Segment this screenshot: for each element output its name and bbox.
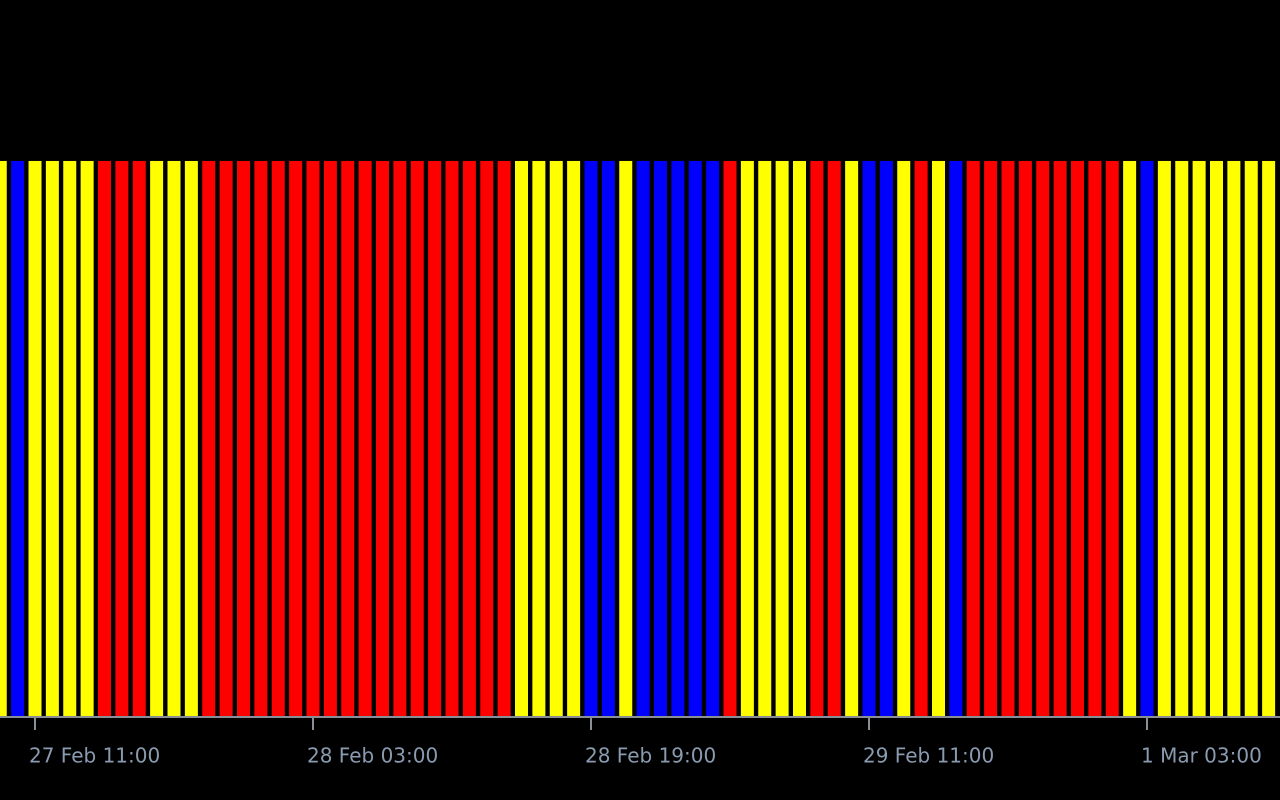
bar: [219, 160, 233, 716]
bar: [1001, 160, 1015, 716]
bar: [445, 160, 459, 716]
bar: [1244, 160, 1258, 716]
bar: [949, 160, 963, 716]
bar: [150, 160, 164, 716]
bar: [601, 160, 615, 716]
bar: [1018, 160, 1032, 716]
bar: [879, 160, 893, 716]
bar: [966, 160, 980, 716]
bar: [63, 160, 77, 716]
bar: [549, 160, 563, 716]
bar: [984, 160, 998, 716]
bar: [1157, 160, 1171, 716]
x-tick-label: 1 Mar 03:00: [1141, 744, 1262, 768]
bar: [341, 160, 355, 716]
bar: [497, 160, 511, 716]
bar: [80, 160, 94, 716]
bar: [11, 160, 25, 716]
bar: [480, 160, 494, 716]
bar: [306, 160, 320, 716]
bar: [897, 160, 911, 716]
bar: [932, 160, 945, 716]
bar: [132, 160, 146, 716]
bar: [758, 160, 772, 716]
bar: [410, 160, 424, 716]
bar: [584, 160, 598, 716]
bar: [845, 160, 859, 716]
bar: [862, 160, 876, 716]
bar: [1262, 160, 1276, 716]
bar: [323, 160, 337, 716]
bar: [1053, 160, 1067, 716]
bar: [793, 160, 806, 716]
bar: [45, 160, 59, 716]
bar: [28, 160, 42, 716]
bar: [775, 160, 789, 716]
bar: [462, 160, 476, 716]
bar: [914, 160, 928, 716]
bar: [706, 160, 720, 716]
bar: [271, 160, 285, 716]
x-tick-label: 28 Feb 19:00: [585, 744, 716, 768]
bar: [1227, 160, 1241, 716]
bar: [654, 160, 667, 716]
bar: [619, 160, 633, 716]
bar: [740, 160, 754, 716]
bar: [636, 160, 650, 716]
bar: [167, 160, 181, 716]
bar: [358, 160, 372, 716]
x-tick-label: 28 Feb 03:00: [307, 744, 438, 768]
bar: [1123, 160, 1137, 716]
bar: [0, 160, 7, 716]
bar: [1175, 160, 1189, 716]
bar: [515, 160, 528, 716]
bar: [1036, 160, 1050, 716]
bar: [393, 160, 407, 716]
bar: [254, 160, 268, 716]
bar: [532, 160, 546, 716]
bar: [1105, 160, 1119, 716]
bar: [1192, 160, 1206, 716]
bar: [1088, 160, 1102, 716]
bar: [723, 160, 737, 716]
bar: [567, 160, 581, 716]
bar: [810, 160, 824, 716]
bar: [184, 160, 198, 716]
bar: [289, 160, 303, 716]
bar: [115, 160, 129, 716]
bar: [671, 160, 685, 716]
bar: [237, 160, 250, 716]
bar: [688, 160, 702, 716]
bar: [202, 160, 216, 716]
bar: [1071, 160, 1084, 716]
x-tick-label: 29 Feb 11:00: [863, 744, 994, 768]
bar: [1140, 160, 1154, 716]
bar: [827, 160, 841, 716]
bar: [98, 160, 111, 716]
bar: [1210, 160, 1223, 716]
bar: [376, 160, 389, 716]
x-tick-label: 27 Feb 11:00: [29, 744, 160, 768]
bar: [428, 160, 442, 716]
